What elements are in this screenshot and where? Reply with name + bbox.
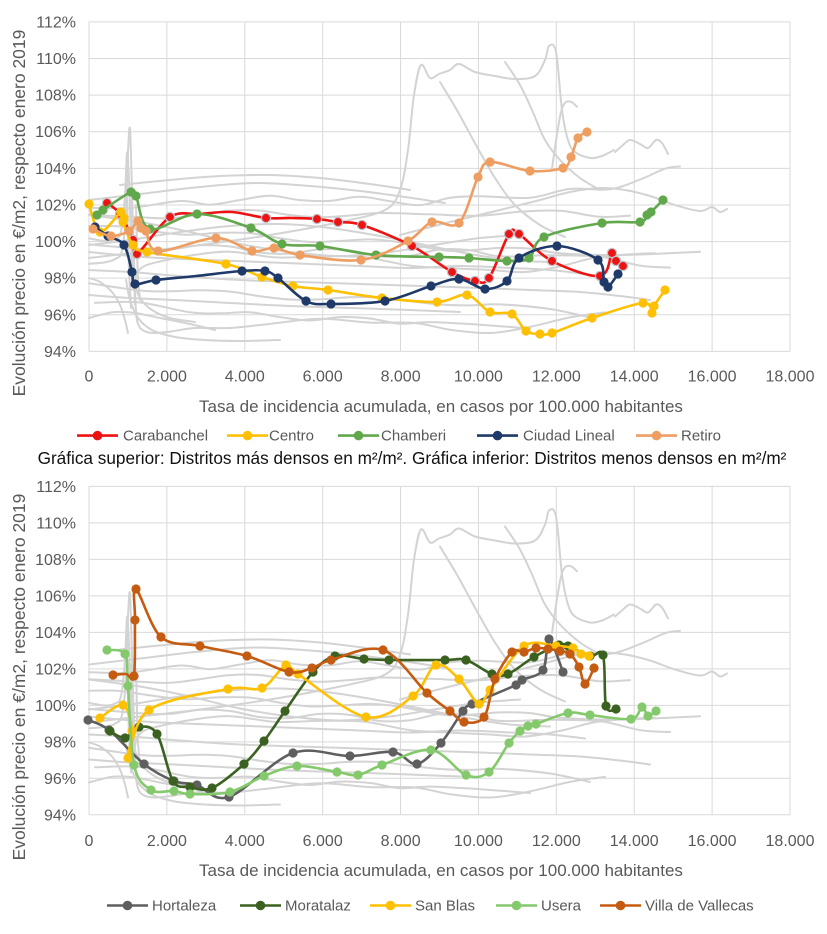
svg-text:106%: 106% [35, 588, 76, 605]
svg-text:16.000: 16.000 [688, 833, 737, 850]
svg-text:Usera: Usera [541, 898, 582, 915]
svg-text:104%: 104% [35, 625, 76, 642]
svg-text:Centro: Centro [269, 428, 314, 445]
svg-text:18.000: 18.000 [766, 368, 815, 385]
svg-text:4.000: 4.000 [225, 368, 265, 385]
svg-text:2.000: 2.000 [147, 368, 187, 385]
svg-text:96%: 96% [44, 307, 76, 324]
svg-text:8.000: 8.000 [381, 833, 421, 850]
svg-text:112%: 112% [36, 479, 76, 496]
svg-text:12.000: 12.000 [532, 368, 581, 385]
svg-text:108%: 108% [35, 552, 76, 569]
svg-text:106%: 106% [35, 124, 76, 141]
svg-text:98%: 98% [44, 734, 76, 751]
svg-text:16.000: 16.000 [688, 368, 737, 385]
svg-text:110%: 110% [36, 515, 76, 532]
svg-text:Carabanchel: Carabanchel [123, 428, 208, 445]
svg-text:Hortaleza: Hortaleza [152, 898, 217, 915]
svg-text:Evolución precio en €/m2, resp: Evolución precio en €/m2, respecto enero… [9, 30, 29, 397]
svg-text:112%: 112% [36, 14, 76, 31]
svg-text:Tasa de incidencia acumulada,: Tasa de incidencia acumulada, en casos p… [199, 861, 683, 880]
svg-text:104%: 104% [35, 161, 76, 178]
svg-text:Ciudad Lineal: Ciudad Lineal [523, 428, 615, 445]
svg-text:10.000: 10.000 [454, 368, 503, 385]
svg-text:Tasa de incidencia acumulada,: Tasa de incidencia acumulada, en casos p… [199, 397, 683, 416]
svg-text:108%: 108% [35, 88, 76, 105]
svg-text:98%: 98% [44, 271, 76, 288]
svg-text:102%: 102% [35, 661, 76, 678]
svg-text:12.000: 12.000 [532, 833, 581, 850]
svg-text:18.000: 18.000 [766, 833, 815, 850]
svg-text:Moratalaz: Moratalaz [285, 898, 351, 915]
svg-text:0: 0 [85, 833, 94, 850]
svg-text:6.000: 6.000 [303, 368, 343, 385]
svg-text:102%: 102% [35, 198, 76, 215]
svg-text:Chamberi: Chamberi [381, 428, 446, 445]
svg-text:10.000: 10.000 [454, 833, 503, 850]
svg-text:Gráfica superior: Distritos má: Gráfica superior: Distritos más densos e… [38, 448, 787, 468]
svg-text:96%: 96% [44, 771, 76, 788]
svg-text:San Blas: San Blas [415, 898, 475, 915]
svg-text:14.000: 14.000 [610, 368, 659, 385]
svg-text:Retiro: Retiro [681, 428, 721, 445]
svg-text:4.000: 4.000 [225, 833, 265, 850]
svg-text:94%: 94% [44, 344, 76, 361]
svg-text:Villa de Vallecas: Villa de Vallecas [645, 898, 754, 915]
svg-text:94%: 94% [44, 807, 76, 824]
svg-text:2.000: 2.000 [147, 833, 187, 850]
svg-text:0: 0 [85, 368, 94, 385]
svg-text:8.000: 8.000 [381, 368, 421, 385]
svg-text:100%: 100% [35, 698, 76, 715]
svg-text:Evolución precio en €/m2, resp: Evolución precio en €/m2, respecto enero… [9, 494, 29, 861]
svg-text:100%: 100% [35, 234, 76, 251]
svg-text:6.000: 6.000 [303, 833, 343, 850]
svg-text:110%: 110% [36, 51, 76, 68]
svg-text:14.000: 14.000 [610, 833, 659, 850]
